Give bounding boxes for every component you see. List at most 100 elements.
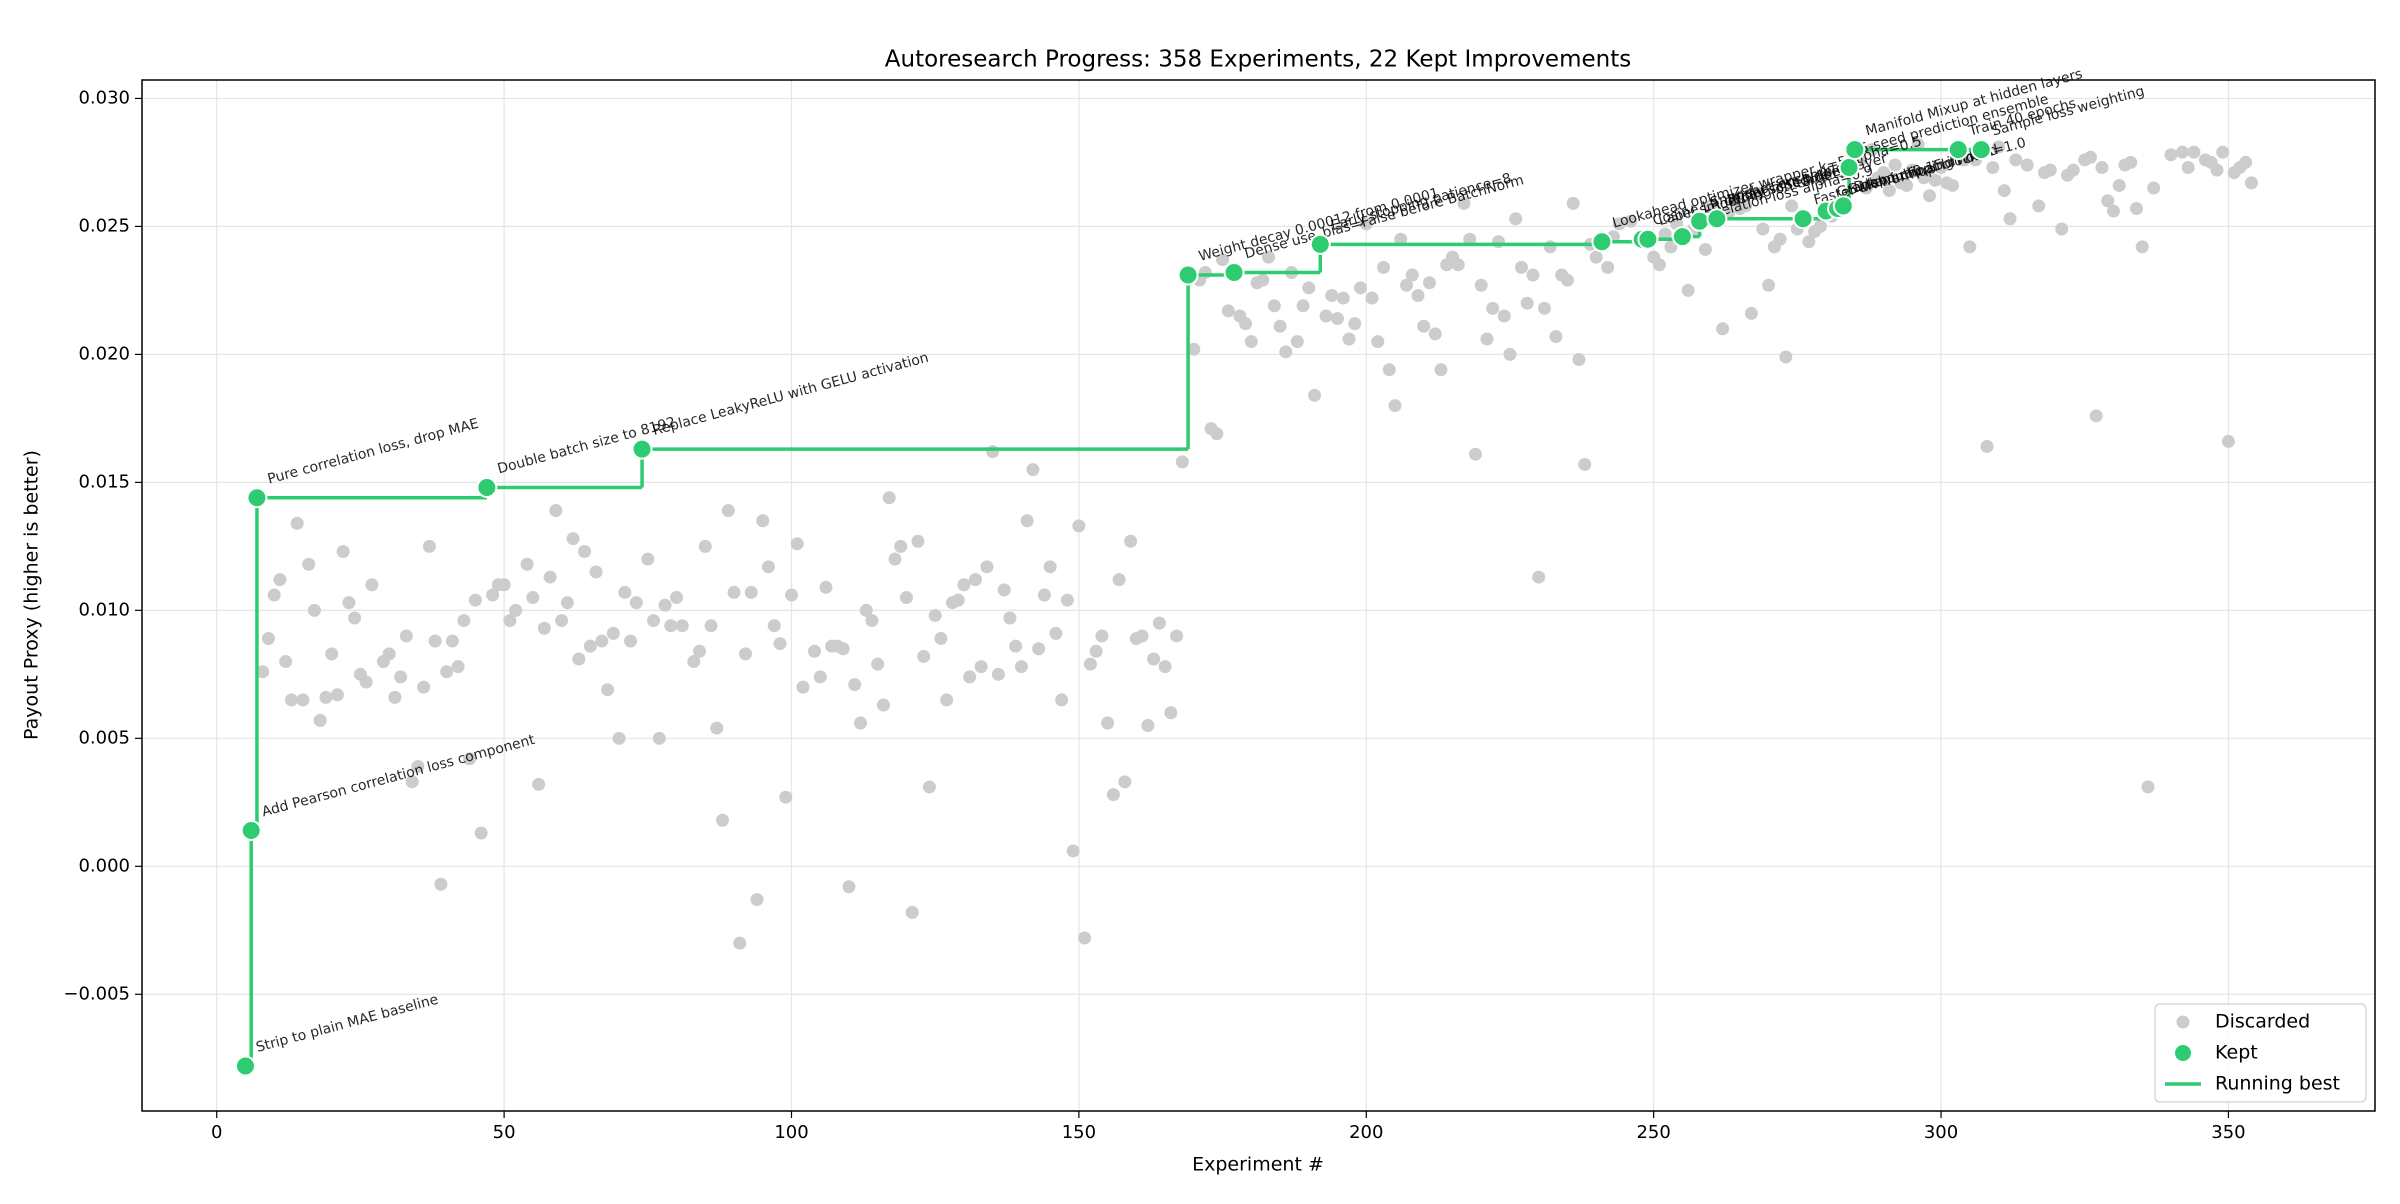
- discarded-point: [664, 619, 678, 633]
- discarded-point: [388, 690, 402, 704]
- discarded-point: [704, 619, 718, 633]
- discarded-point: [1497, 309, 1511, 323]
- discarded-point: [1480, 332, 1494, 346]
- legend-label: Kept: [2215, 1042, 2258, 1064]
- discarded-point: [1514, 260, 1528, 274]
- y-axis-label: Payout Proxy (higher is better): [21, 450, 43, 740]
- discarded-point: [1877, 166, 1891, 180]
- discarded-point: [1917, 171, 1931, 185]
- discarded-point: [1170, 629, 1184, 643]
- discarded-point: [836, 642, 850, 656]
- discarded-point: [2112, 178, 2126, 192]
- kept-point: [1671, 226, 1693, 248]
- discarded-point: [549, 504, 563, 518]
- discarded-point: [716, 813, 730, 827]
- discarded-point: [1244, 335, 1258, 349]
- discarded-point: [819, 580, 833, 594]
- kept-point: [1970, 139, 1992, 161]
- discarded-point: [1262, 250, 1276, 264]
- discarded-point: [2124, 155, 2138, 169]
- discarded-point: [365, 578, 379, 592]
- discarded-point: [1589, 250, 1603, 264]
- discarded-point: [411, 759, 425, 773]
- discarded-point: [399, 629, 413, 643]
- discarded-point: [1026, 463, 1040, 477]
- discarded-point: [1095, 629, 1109, 643]
- discarded-point: [1474, 278, 1488, 292]
- discarded-point: [319, 690, 333, 704]
- kept-point: [631, 438, 653, 460]
- discarded-point: [1348, 317, 1362, 331]
- discarded-point: [2089, 409, 2103, 423]
- discarded-point: [1882, 184, 1896, 198]
- discarded-point: [1325, 289, 1339, 303]
- discarded-point: [618, 585, 632, 599]
- x-tick-label: 50: [493, 1122, 516, 1143]
- discarded-point: [1221, 304, 1235, 318]
- discarded-point: [1078, 931, 1092, 945]
- kept-point: [1591, 231, 1613, 253]
- discarded-point: [560, 596, 574, 610]
- discarded-point: [1043, 560, 1057, 574]
- discarded-point: [1520, 296, 1534, 310]
- discarded-point: [2032, 199, 2046, 213]
- discarded-point: [1279, 345, 1293, 359]
- discarded-point: [1020, 514, 1034, 528]
- discarded-point: [2129, 201, 2143, 215]
- kept-point: [246, 487, 268, 509]
- discarded-point: [1434, 363, 1448, 377]
- discarded-point: [813, 670, 827, 684]
- discarded-point: [1417, 319, 1431, 333]
- discarded-point: [1308, 388, 1322, 402]
- discarded-point: [2135, 240, 2149, 254]
- discarded-point: [1239, 317, 1253, 331]
- discarded-point: [1083, 657, 1097, 671]
- kept-point: [1832, 195, 1854, 217]
- discarded-point: [279, 655, 293, 669]
- discarded-point: [1946, 178, 1960, 192]
- discarded-point: [296, 693, 310, 707]
- discarded-point: [1124, 534, 1138, 548]
- x-tick-label: 250: [1636, 1122, 1670, 1143]
- discarded-point: [537, 621, 551, 635]
- discarded-point: [733, 936, 747, 950]
- discarded-point: [1158, 660, 1172, 674]
- discarded-point: [974, 660, 988, 674]
- discarded-point: [957, 578, 971, 592]
- discarded-point: [1928, 173, 1942, 187]
- kept-point: [1844, 139, 1866, 161]
- discarded-point: [2210, 163, 2224, 177]
- discarded-point: [1164, 706, 1178, 720]
- discarded-point: [417, 680, 431, 694]
- discarded-point: [273, 573, 287, 587]
- discarded-point: [1681, 283, 1695, 297]
- discarded-point: [2095, 161, 2109, 175]
- discarded-point: [1762, 278, 1776, 292]
- discarded-point: [710, 721, 724, 735]
- discarded-point: [1296, 299, 1310, 313]
- kept-point: [1177, 264, 1199, 286]
- discarded-point: [773, 637, 787, 651]
- discarded-point: [1302, 281, 1316, 295]
- discarded-point: [457, 614, 471, 628]
- discarded-point: [2101, 194, 2115, 208]
- discarded-point: [1359, 217, 1373, 231]
- discarded-point: [2221, 434, 2235, 448]
- discarded-point: [997, 583, 1011, 597]
- discarded-point: [767, 619, 781, 633]
- discarded-point: [894, 539, 908, 553]
- discarded-point: [1198, 265, 1212, 279]
- discarded-point: [486, 588, 500, 602]
- y-tick-label: 0.015: [78, 471, 130, 492]
- discarded-point: [963, 670, 977, 684]
- discarded-point: [1072, 519, 1086, 533]
- discarded-point: [1365, 291, 1379, 305]
- x-tick-label: 300: [1924, 1122, 1958, 1143]
- discarded-point: [1336, 291, 1350, 305]
- y-tick-label: 0.005: [78, 727, 130, 748]
- discarded-point: [1802, 235, 1816, 249]
- discarded-point: [790, 537, 804, 551]
- discarded-point: [865, 614, 879, 628]
